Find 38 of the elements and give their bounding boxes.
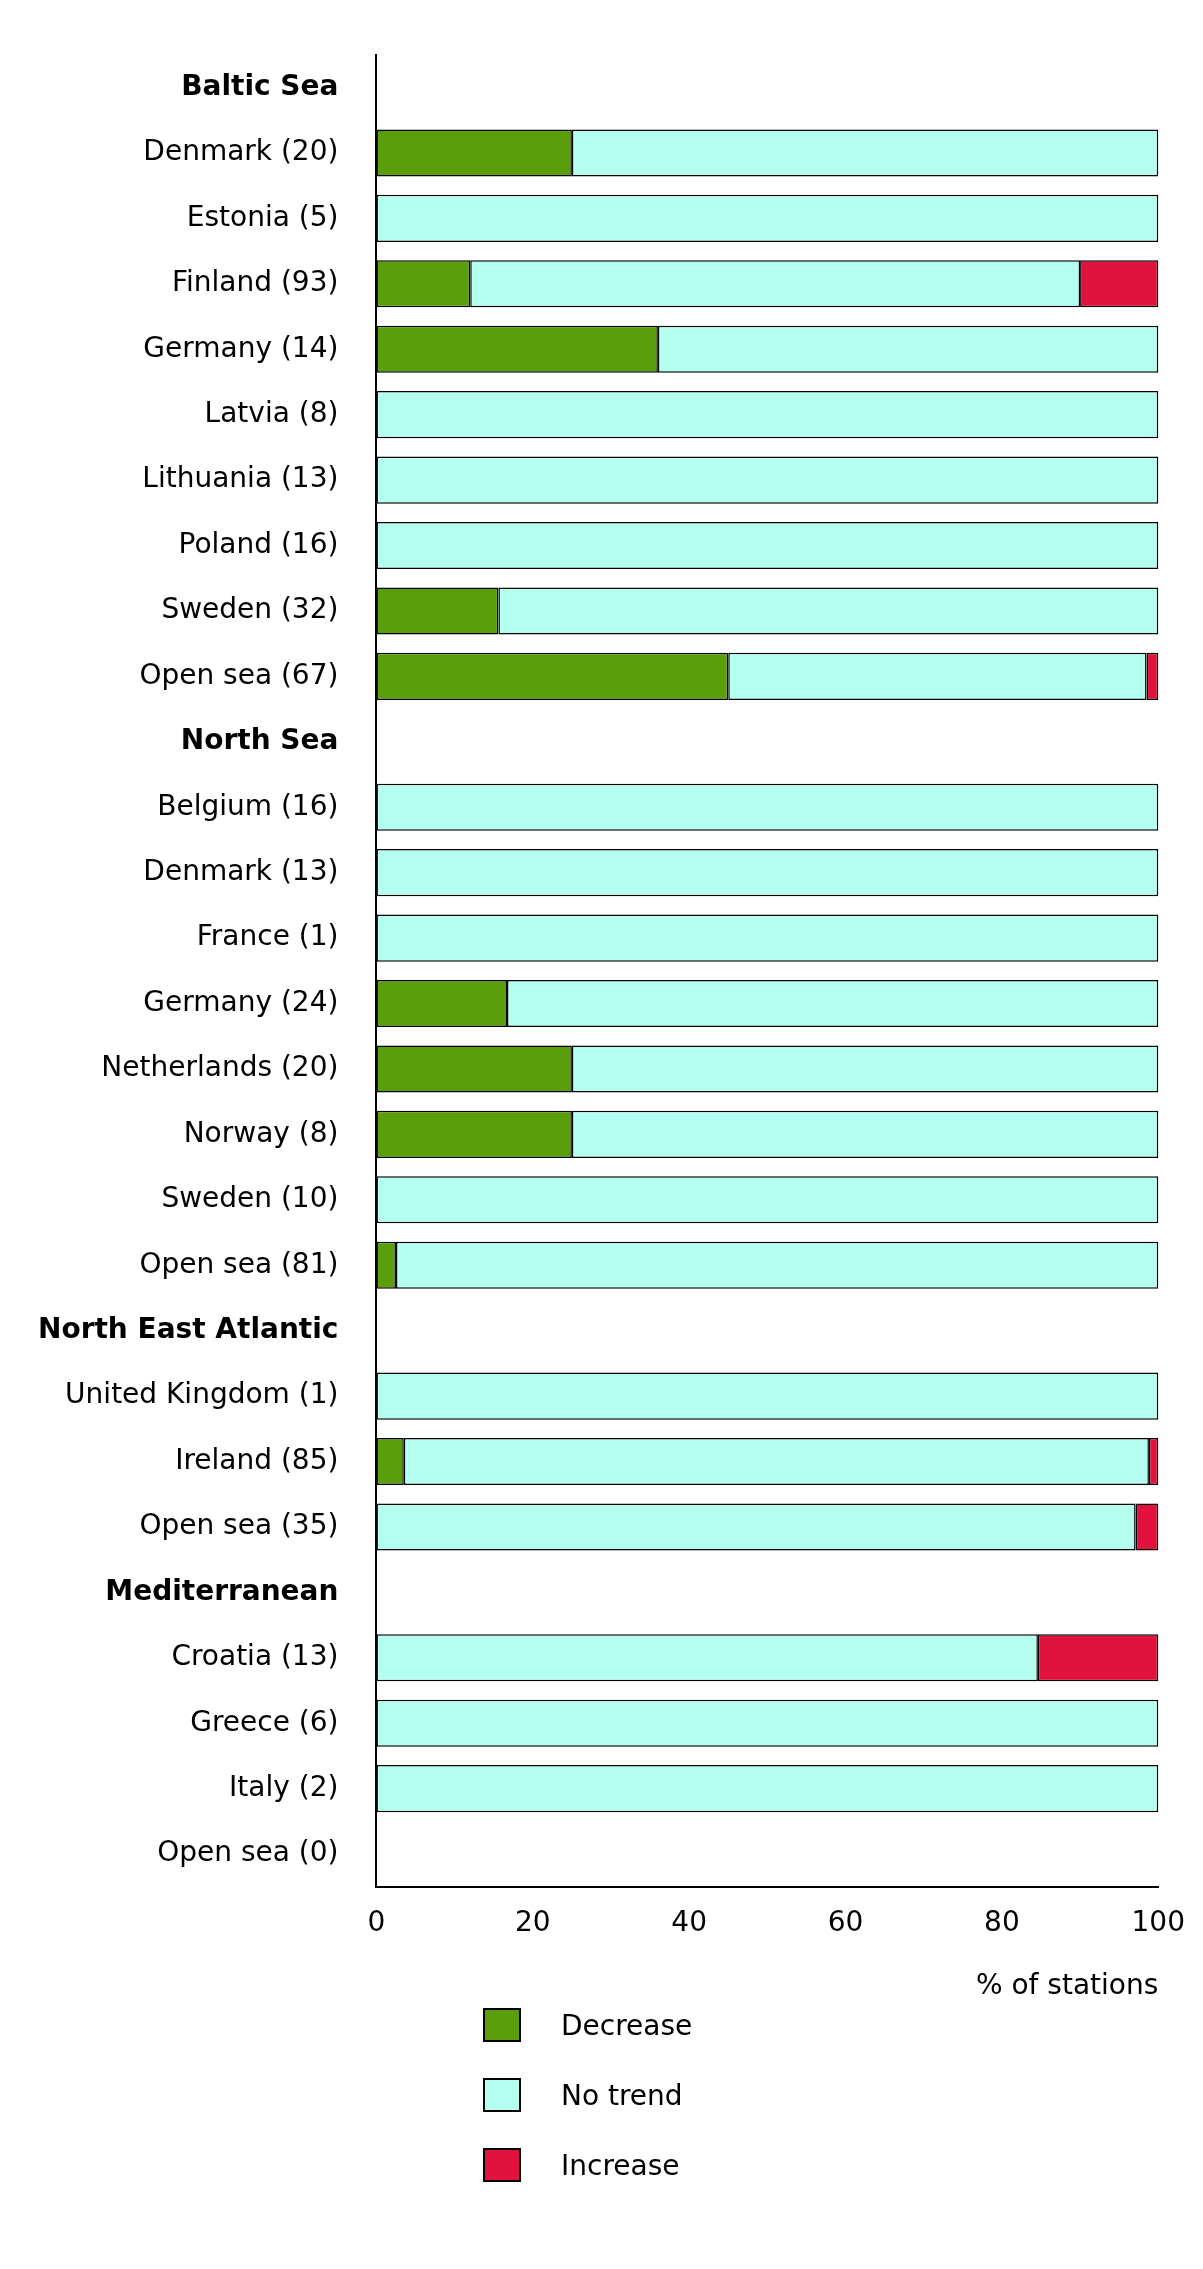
- x-tick-label: 0: [367, 1904, 386, 1938]
- y-tick-label: Denmark (13): [143, 853, 339, 887]
- y-tick-label: North Sea: [180, 723, 339, 757]
- x-tick-label: 100: [1131, 1904, 1185, 1938]
- x-axis-title: % of stations: [975, 1968, 1159, 2002]
- y-tick-label: Open sea (81): [139, 1246, 339, 1280]
- x-tick-label: 20: [514, 1904, 551, 1938]
- x-tick-label: 80: [984, 1904, 1020, 1938]
- y-tick-label: Belgium (16): [157, 788, 339, 822]
- x-tick-label: 60: [827, 1904, 864, 1938]
- y-tick-label: France (1): [196, 919, 339, 953]
- y-tick-label: Open sea (0): [157, 1835, 339, 1869]
- y-tick-label: Sweden (10): [161, 1181, 339, 1215]
- y-tick-label: Netherlands (20): [101, 1050, 339, 1084]
- y-tick-label: Greece (6): [190, 1704, 339, 1738]
- text: No trend: [561, 2078, 683, 2112]
- y-tick-label: Open sea (67): [139, 657, 339, 691]
- x-tick-label: 40: [671, 1904, 707, 1938]
- y-tick-label: Finland (93): [171, 265, 339, 299]
- y-tick-label: Ireland (85): [175, 1442, 339, 1476]
- y-tick-label: Latvia (8): [204, 395, 339, 429]
- y-tick-label: Denmark (20): [143, 134, 339, 168]
- legend-label: Decrease: [561, 2008, 693, 2042]
- y-tick-label: Estonia (5): [186, 199, 339, 233]
- y-tick-label: Baltic Sea: [181, 68, 339, 102]
- y-tick-label: Poland (16): [178, 526, 339, 560]
- y-tick-label: Open sea (35): [139, 1508, 339, 1542]
- y-tick-label: Sweden (32): [161, 592, 339, 626]
- legend-label: Increase: [561, 2148, 680, 2182]
- y-tick-label: Germany (14): [143, 330, 339, 364]
- y-tick-label: Mediterranean: [105, 1573, 339, 1607]
- y-tick-label: United Kingdom (1): [65, 1377, 339, 1411]
- y-tick-label: Lithuania (13): [142, 461, 339, 495]
- y-tick-label: Norway (8): [183, 1115, 339, 1149]
- y-tick-label: Italy (2): [229, 1769, 339, 1803]
- y-tick-label: North East Atlantic: [37, 1311, 339, 1345]
- y-tick-label: Croatia (13): [171, 1639, 339, 1673]
- y-tick-label: Germany (24): [143, 984, 339, 1018]
